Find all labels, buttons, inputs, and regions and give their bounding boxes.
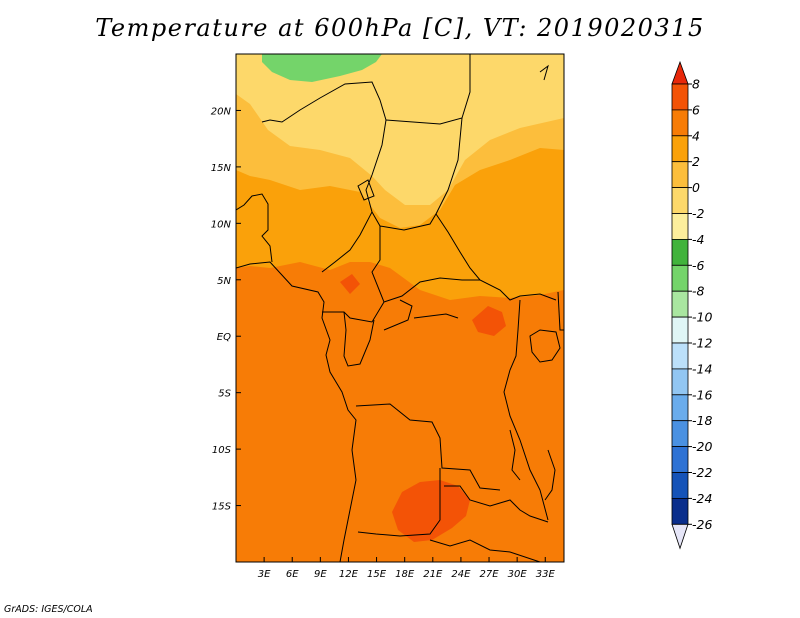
colorbar-box <box>671 368 689 396</box>
colorbar-label: 2 <box>692 154 700 169</box>
colorbar-label: -18 <box>692 413 712 428</box>
lon-axis: 3E 6E 9E 12E 15E 18E 21E 24E 27E 30E 33E <box>258 557 556 580</box>
colorbar-label: 8 <box>692 77 700 92</box>
colorbar-label: -22 <box>692 465 712 480</box>
field-hot-north <box>340 274 360 294</box>
lat-axis: 20N 15N 10N 5N EQ 5S 10S 15S <box>211 106 241 513</box>
colorbar-box <box>671 394 689 422</box>
lon-tick-label: 12E <box>339 569 359 580</box>
colorbar-label: -24 <box>692 491 712 506</box>
lat-tick-label: 20N <box>211 106 232 117</box>
lat-tick-label: EQ <box>217 332 231 343</box>
colorbar-label: -14 <box>692 361 712 376</box>
colorbar-label: -10 <box>692 310 712 325</box>
colorbar-box <box>671 83 689 111</box>
lon-tick-label: 15E <box>367 569 387 580</box>
colorbar: 8 6 4 2 0 -2 -4 -6 -8 -10 -12 -14 -16 -18 -20 -22 -24 -26 <box>671 60 712 550</box>
temperature-field <box>236 54 564 562</box>
colorbar-upper-arrow <box>671 60 689 85</box>
lon-tick-label: 6E <box>286 569 299 580</box>
lon-tick-label: 18E <box>395 569 415 580</box>
field-hot-south <box>392 480 470 542</box>
colorbar-label: -26 <box>692 517 712 532</box>
colorbar-box <box>671 342 689 370</box>
colorbar-label: -16 <box>692 387 712 402</box>
colorbar-box <box>671 187 689 214</box>
field-cooler <box>236 54 564 205</box>
lon-tick-label: 33E <box>536 569 556 580</box>
colorbar-box <box>671 109 689 137</box>
lat-tick-label: 10N <box>211 219 232 230</box>
colorbar-box <box>671 420 689 448</box>
colorbar-label: -2 <box>692 206 705 221</box>
colorbar-label: -20 <box>692 439 712 454</box>
chart-title: Temperature at 600hPa [C], VT: 201902031… <box>95 14 705 42</box>
colorbar-box <box>671 472 689 499</box>
lat-tick-label: 5N <box>217 276 231 287</box>
map-frame <box>235 53 565 563</box>
field-green <box>262 54 382 82</box>
grads-credit: GrADS: IGES/COLA <box>4 604 93 615</box>
lat-tick-label: 15S <box>212 502 232 513</box>
colorbar-box <box>671 238 689 266</box>
lat-tick-label: 5S <box>218 389 231 400</box>
colorbar-box <box>671 264 689 292</box>
lon-tick-label: 9E <box>314 569 327 580</box>
lon-tick-label: 21E <box>423 569 443 580</box>
colorbar-box <box>671 161 689 188</box>
lon-tick-label: 27E <box>480 569 500 580</box>
colorbar-label: -8 <box>692 284 705 299</box>
colorbar-box <box>671 135 689 163</box>
lon-tick-label: 3E <box>258 569 271 580</box>
colorbar-label: 6 <box>692 102 700 117</box>
colorbar-box <box>671 213 689 240</box>
colorbar-label: -4 <box>692 232 705 247</box>
coastline <box>236 261 357 562</box>
colorbar-label: -6 <box>692 258 705 273</box>
colorbar-box <box>671 316 689 344</box>
lat-tick-label: 15N <box>211 163 232 174</box>
colorbar-lower-arrow <box>671 523 689 550</box>
colorbar-label: -12 <box>692 336 712 351</box>
field-hot-center <box>472 306 506 336</box>
lon-tick-label: 24E <box>451 569 471 580</box>
colorbar-box <box>671 290 689 318</box>
colorbar-label: 0 <box>692 180 700 195</box>
lat-tick-label: 10S <box>212 445 232 456</box>
lon-tick-label: 30E <box>508 569 528 580</box>
colorbar-box <box>671 497 689 525</box>
country-borders <box>236 54 564 562</box>
colorbar-box <box>671 446 689 473</box>
colorbar-label: 4 <box>692 128 700 143</box>
